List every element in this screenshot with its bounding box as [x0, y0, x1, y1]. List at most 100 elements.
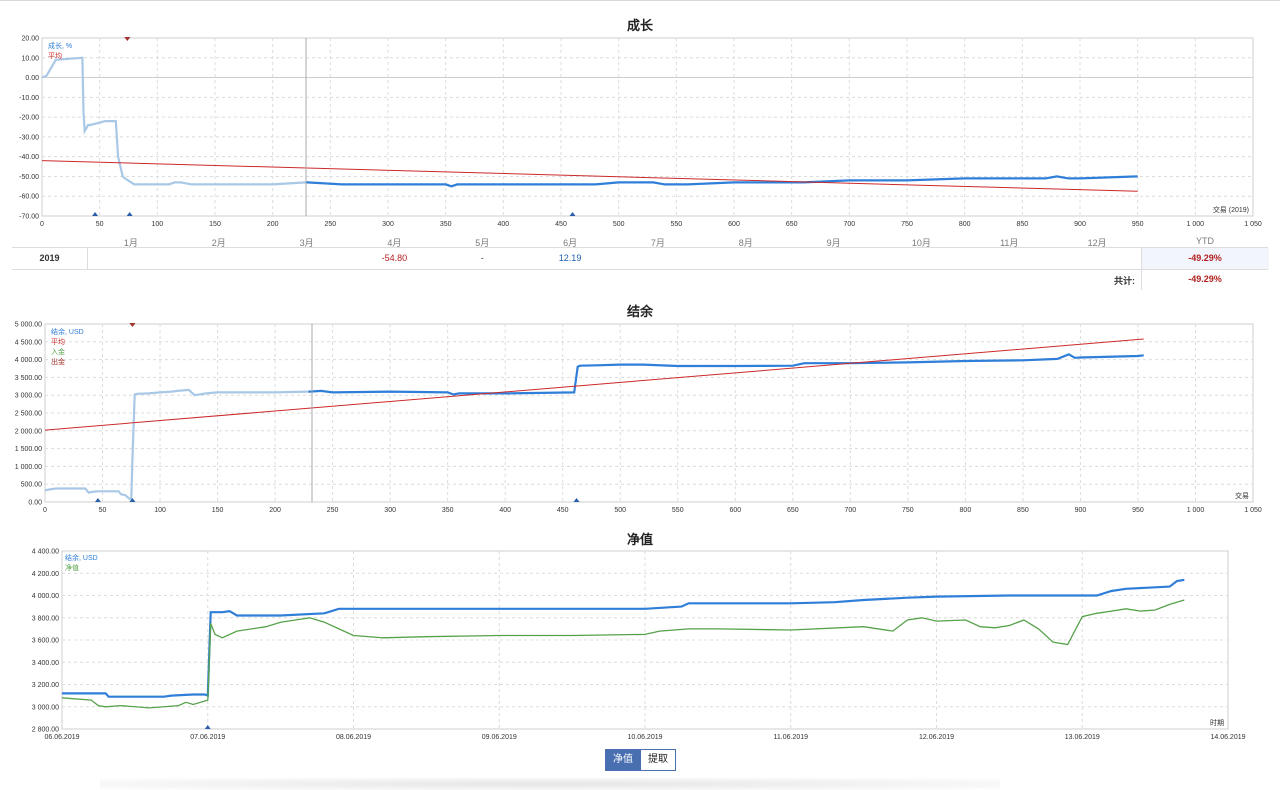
legend-item: 入金: [51, 347, 65, 356]
legend-item: 结余, USD: [65, 553, 98, 562]
month-value: 12.19: [558, 253, 582, 263]
x-tick-label: 1 050: [1244, 221, 1262, 228]
month-header: 3月: [299, 238, 314, 248]
y-tick-label: 5 000.00: [15, 322, 42, 329]
x-tick-label: 100: [154, 507, 166, 514]
table-divider: [12, 247, 1268, 248]
x-tick-label: 700: [844, 507, 856, 514]
x-tick-label: 0: [40, 221, 44, 228]
series-line-0: [308, 353, 1144, 396]
deposit-marker: [573, 498, 580, 502]
x-tick-label: 11.06.2019: [773, 734, 808, 741]
month-header: 4月: [387, 238, 402, 248]
y-tick-label: 3 400.00: [32, 660, 59, 667]
deposit-marker: [94, 498, 101, 502]
y-tick-label: -20.00: [19, 115, 39, 122]
deposit-marker: [126, 212, 133, 216]
y-tick-label: -60.00: [19, 194, 39, 201]
x-tick-label: 07.06.2019: [190, 734, 225, 741]
x-tick-label: 750: [901, 221, 913, 228]
x-tick-label: 150: [209, 221, 221, 228]
withdrawal-marker: [124, 37, 131, 41]
y-tick-label: -40.00: [19, 154, 39, 161]
x-tick-label: 12.06.2019: [919, 734, 954, 741]
y-tick-label: 20.00: [21, 36, 39, 43]
plot-area: [41, 37, 1254, 217]
x-tick-label: 250: [327, 507, 339, 514]
x-tick-label: 400: [499, 507, 511, 514]
x-tick-label: 14.06.2019: [1210, 734, 1245, 741]
year-cell: 2019: [39, 253, 60, 263]
x-tick-label: 900: [1074, 221, 1086, 228]
equity-toggle-button[interactable]: 净值: [605, 749, 641, 771]
total-label: 共计:: [1114, 276, 1135, 286]
month-header: 11月: [1000, 238, 1019, 248]
y-tick-label: 2 500.00: [15, 411, 42, 418]
x-tick-label: 13.06.2019: [1065, 734, 1100, 741]
ytd-header: YTD: [1142, 236, 1268, 248]
y-tick-label: 4 400.00: [32, 549, 59, 556]
x-tick-label: 550: [670, 221, 682, 228]
x-tick-label: 600: [728, 221, 740, 228]
deposit-marker: [92, 212, 99, 216]
y-tick-label: 3 000.00: [15, 393, 42, 400]
y-tick-label: 3 600.00: [32, 638, 59, 645]
y-tick-label: 1 000.00: [15, 464, 42, 471]
series-line-0: [62, 578, 1185, 698]
deposit-marker: [204, 725, 211, 729]
legend-item: 净值: [65, 563, 79, 572]
ytd-value: -49.29%: [1188, 253, 1222, 263]
x-axis-label: 交易 (2019): [1213, 205, 1249, 214]
drawdown-toggle-button[interactable]: 提取: [641, 749, 676, 771]
series-line-1: [61, 599, 1185, 709]
x-tick-label: 600: [729, 507, 741, 514]
series-line-0: [41, 56, 307, 186]
x-axis-label: 交易: [1235, 491, 1249, 500]
x-tick-label: 08.06.2019: [336, 734, 371, 741]
bottom-shadow: [100, 778, 1000, 790]
x-tick-label: 400: [497, 221, 509, 228]
x-tick-label: 800: [959, 221, 971, 228]
x-tick-label: 1 000: [1187, 221, 1205, 228]
month-header: 2月: [211, 238, 226, 248]
y-tick-label: -30.00: [19, 134, 39, 141]
legend-item: 平均: [48, 51, 62, 60]
ytd-cell-bg: [1141, 248, 1269, 269]
x-tick-label: 500: [614, 507, 626, 514]
deposit-marker: [569, 212, 576, 216]
x-tick-label: 250: [324, 221, 336, 228]
y-tick-label: 2 000.00: [15, 428, 42, 435]
deposit-marker: [129, 498, 136, 502]
cell-divider: [1141, 270, 1142, 290]
x-tick-label: 800: [960, 507, 972, 514]
y-tick-label: 4 200.00: [32, 571, 59, 578]
chart-title: 成长: [627, 18, 654, 34]
y-tick-label: 4 500.00: [15, 339, 42, 346]
monthly-table: 1月 2月 3月 4月 5月 6月 7月 8月 9月 10月 11月 12月 YTD 2019 -54…: [0, 232, 1280, 292]
table-row: 2019 -54.80 - 12.19 -49.29%: [0, 248, 1269, 269]
month-header: 8月: [738, 238, 753, 248]
x-tick-label: 300: [384, 507, 396, 514]
x-tick-label: 50: [96, 221, 104, 228]
x-tick-label: 750: [902, 507, 914, 514]
y-tick-label: 500.00: [21, 482, 43, 489]
x-tick-label: 700: [843, 221, 855, 228]
chart-title: 净值: [627, 532, 653, 548]
y-tick-label: -10.00: [19, 95, 39, 102]
y-tick-label: 3 500.00: [15, 375, 42, 382]
x-tick-label: 900: [1075, 507, 1087, 514]
y-tick-label: 3 800.00: [32, 615, 59, 622]
table-divider: [12, 269, 1268, 270]
x-tick-label: 500: [613, 221, 625, 228]
x-tick-label: 100: [151, 221, 163, 228]
x-tick-label: 450: [555, 221, 567, 228]
cell-divider: [87, 248, 88, 269]
equity-chart: 净值 06.06.2019 07.06.2019 08.06.2019 09.06.2…: [32, 532, 1246, 741]
y-tick-label: 10.00: [21, 55, 39, 62]
y-tick-label: -70.00: [19, 214, 39, 221]
y-tick-label: 0.00: [28, 500, 42, 507]
total-value: -49.29%: [1188, 274, 1222, 284]
legend-item: 结余, USD: [51, 327, 84, 336]
x-tick-label: 0: [43, 507, 47, 514]
month-value: -54.80: [381, 253, 408, 263]
